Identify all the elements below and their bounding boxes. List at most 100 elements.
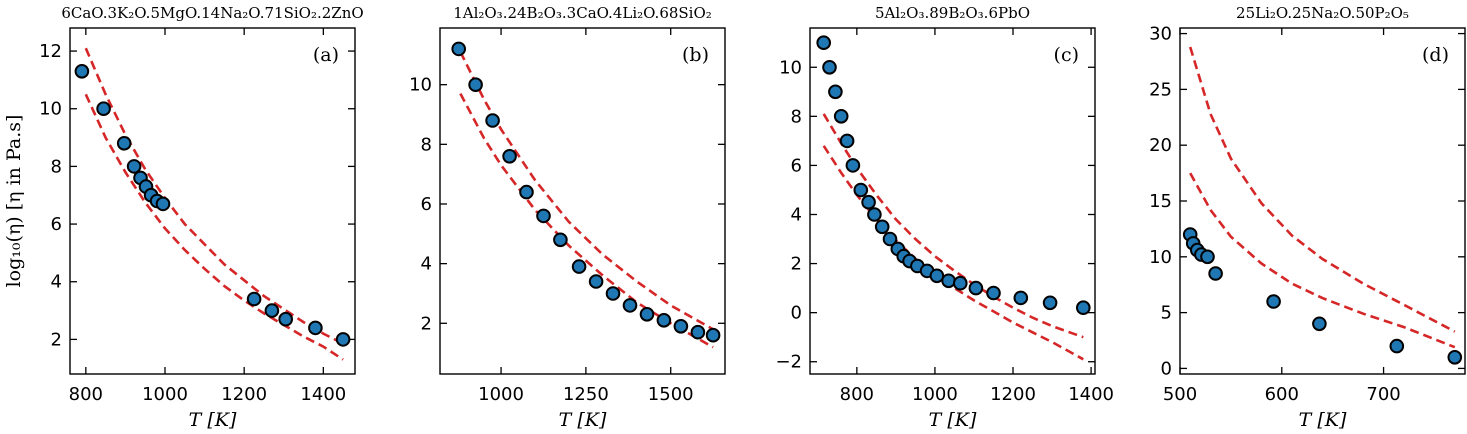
- x-tick-label: 1400: [1068, 384, 1114, 405]
- x-tick-label: 800: [840, 384, 874, 405]
- data-point: [468, 77, 483, 92]
- y-tick-label: 15: [1149, 191, 1172, 212]
- data-point: [96, 101, 111, 116]
- fit-curve: [84, 93, 344, 361]
- y-tick-label: 10: [39, 99, 62, 120]
- data-point: [155, 196, 171, 212]
- y-tick-label: 10: [1149, 247, 1172, 268]
- x-tick-label: 1200: [990, 384, 1036, 405]
- data-point: [264, 303, 280, 318]
- x-tick-label: 1250: [563, 384, 609, 405]
- panel-a: 6CaO.3K₂O.5MgO.14Na₂O.71SiO₂.2ZnO (a) T …: [3, 4, 364, 431]
- fit-curve: [1189, 172, 1456, 349]
- y-tick-label: 0: [791, 303, 802, 324]
- data-point: [861, 194, 876, 210]
- data-point: [74, 64, 90, 79]
- x-axis-label: T [K]: [189, 409, 237, 431]
- data-point: [867, 207, 882, 222]
- y-tick-label: 20: [1149, 135, 1172, 156]
- x-tick-label: 1000: [912, 384, 958, 405]
- data-point: [828, 84, 843, 100]
- data-point: [822, 60, 837, 75]
- data-point: [246, 291, 262, 307]
- data-point: [622, 298, 638, 313]
- y-tick-label: 2: [791, 254, 802, 275]
- fit-curve: [84, 47, 344, 345]
- y-tick-label: 5: [1161, 303, 1172, 324]
- data-point: [1200, 249, 1215, 265]
- x-tick-label: 500: [1163, 384, 1197, 405]
- panel-title: 1Al₂O₃.24B₂O₃.3CaO.4Li₂O.68SiO₂: [453, 4, 712, 22]
- x-tick-label: 1200: [221, 384, 267, 405]
- x-tick-label: 1500: [648, 384, 694, 405]
- y-tick-label: 6: [51, 214, 62, 235]
- x-tick-label: 1400: [300, 384, 346, 405]
- y-tick-label: 10: [409, 75, 432, 96]
- y-tick-label: 12: [39, 41, 62, 62]
- fit-curve: [459, 51, 714, 331]
- data-point: [853, 182, 869, 198]
- x-axis-label: T [K]: [559, 409, 607, 431]
- data-point: [816, 35, 832, 51]
- y-tick-label: 8: [791, 106, 802, 127]
- y-tick-label: 8: [421, 134, 432, 155]
- fit-curve: [1188, 46, 1456, 333]
- y-tick-label: 10: [779, 57, 802, 78]
- data-point: [690, 324, 706, 340]
- y-axis-label: log₁₀(η) [η in Pa.s]: [3, 115, 25, 288]
- data-point: [656, 313, 672, 328]
- x-tick-label: 700: [1366, 384, 1400, 405]
- y-tick-label: 30: [1149, 24, 1172, 45]
- y-tick-label: 8: [51, 156, 62, 177]
- x-tick-label: 1000: [142, 384, 188, 405]
- panel-tag: (c): [1054, 44, 1079, 66]
- data-point: [605, 286, 621, 301]
- data-point: [929, 268, 945, 284]
- data-point: [588, 274, 604, 289]
- data-point: [116, 136, 132, 151]
- panel-c: 5Al₂O₃.89B₂O₃.6PbO (c) T [K] 800 1000 1200…: [775, 4, 1114, 431]
- data-point: [639, 307, 655, 322]
- y-tick-label: −2: [775, 352, 802, 373]
- data-point: [673, 319, 689, 334]
- data-point: [536, 208, 551, 224]
- data-point: [1447, 350, 1463, 365]
- data-point: [519, 184, 534, 200]
- panel-d: 25Li₂O.25Na₂O.50P₂O₅ (d) T [K] 500 600 700…: [1149, 4, 1466, 431]
- y-tick-label: 2: [51, 329, 62, 350]
- y-tick-label: 4: [791, 204, 802, 225]
- y-tick-label: 6: [791, 155, 802, 176]
- y-tick-label: 2: [421, 313, 432, 334]
- plot-frame: [69, 27, 356, 375]
- data-point: [1389, 338, 1405, 354]
- panel-tag: (b): [682, 44, 709, 66]
- plot-frame: [809, 27, 1096, 375]
- data-point: [1208, 266, 1223, 281]
- data-point: [833, 109, 849, 124]
- data-point: [571, 259, 587, 274]
- plot-frame: [439, 27, 726, 375]
- data-point: [335, 332, 351, 347]
- data-point: [882, 231, 898, 247]
- data-point: [451, 41, 467, 57]
- data-point: [968, 280, 984, 296]
- data-point: [1076, 300, 1091, 316]
- panel-title: 6CaO.3K₂O.5MgO.14Na₂O.71SiO₂.2ZnO: [61, 4, 363, 22]
- panel-tag: (a): [313, 44, 339, 66]
- x-tick-label: 800: [69, 384, 103, 405]
- data-point: [1312, 316, 1327, 332]
- data-point: [953, 275, 968, 291]
- data-point: [705, 327, 721, 343]
- data-point: [1266, 294, 1281, 309]
- data-point: [1013, 290, 1029, 306]
- y-tick-label: 4: [51, 272, 62, 293]
- data-point: [941, 273, 956, 289]
- data-point: [1042, 295, 1058, 311]
- x-tick-label: 600: [1265, 384, 1299, 405]
- y-tick-label: 6: [421, 194, 432, 215]
- data-point: [308, 320, 323, 336]
- data-point: [485, 113, 500, 128]
- panel-title: 5Al₂O₃.89B₂O₃.6PbO: [875, 4, 1030, 22]
- data-point: [553, 232, 568, 248]
